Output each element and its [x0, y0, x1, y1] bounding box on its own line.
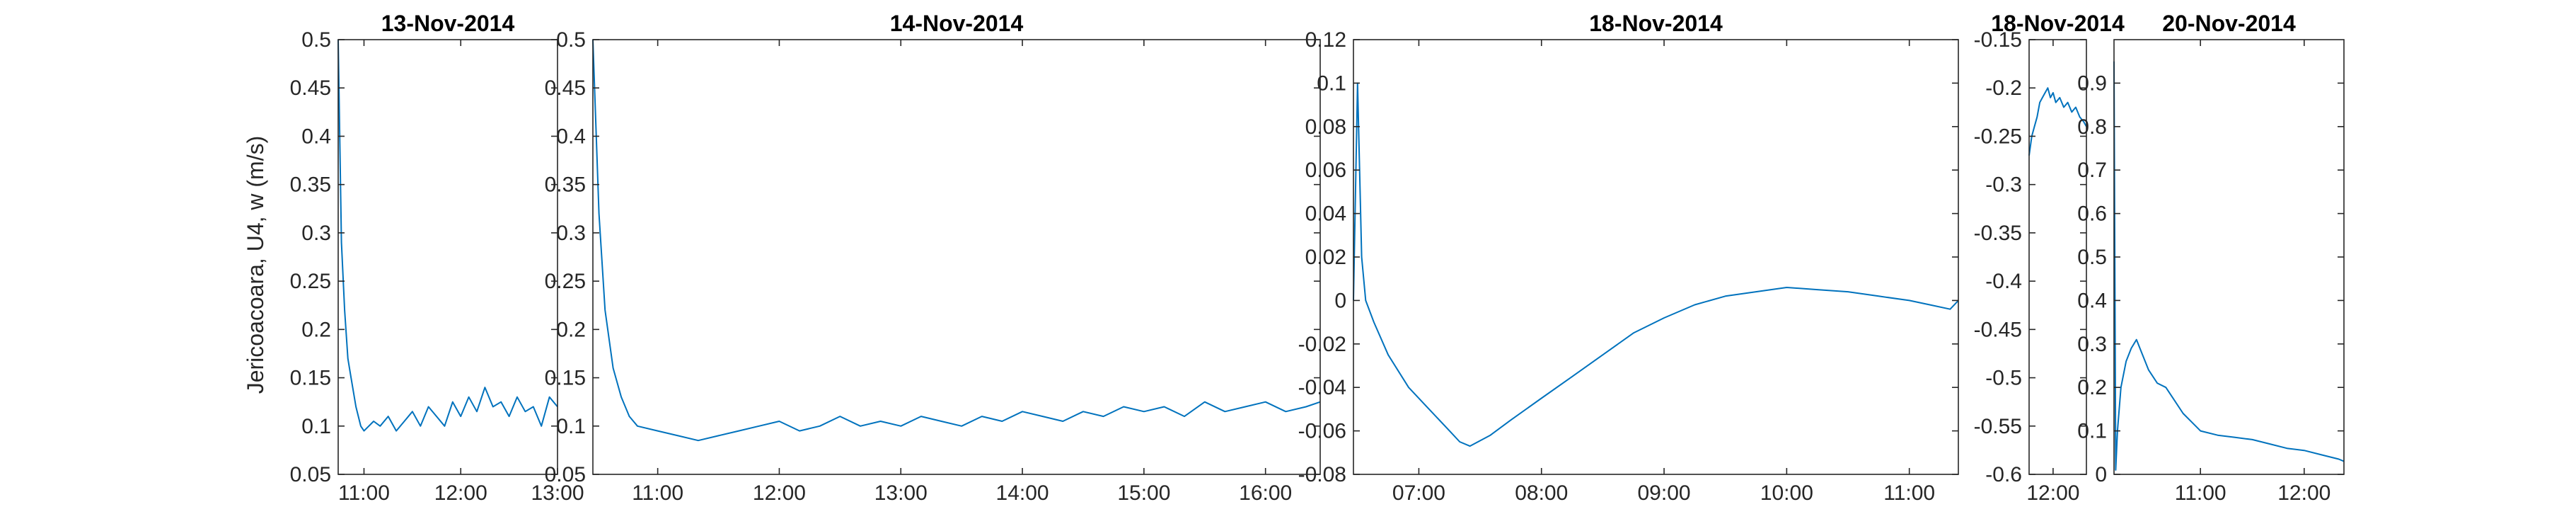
x-tick-label: 13:00: [874, 481, 928, 505]
series-line-1: [337, 39, 558, 432]
x-tick-label: 11:00: [632, 481, 683, 505]
y-tick-label: 0.5: [556, 28, 586, 52]
panel-title: 13-Nov-2014: [381, 11, 515, 36]
panel-title: 18-Nov-2014: [1589, 11, 1723, 36]
y-tick-label: 0.6: [2077, 202, 2107, 226]
x-tick-label: 10:00: [1760, 481, 1813, 505]
axes-frame: [1353, 39, 1959, 475]
y-tick-label: -0.35: [1974, 222, 2022, 245]
y-tick-label: -0.02: [1298, 333, 1346, 356]
y-tick-label: 0.1: [556, 415, 586, 438]
series-line-1: [592, 39, 1321, 442]
y-tick-label: 0.04: [1305, 202, 1346, 226]
panel-title: 18-Nov-2014: [1991, 11, 2125, 36]
y-tick-label: 0.4: [2077, 289, 2107, 312]
y-tick-label: 0.4: [301, 125, 331, 148]
y-tick-label: 0.3: [556, 222, 586, 245]
y-tick-label: 0.02: [1305, 246, 1346, 269]
y-tick-label: 0.05: [290, 463, 331, 486]
y-tick-label: 0.12: [1305, 28, 1346, 52]
y-tick-label: -0.2: [1985, 76, 2022, 100]
x-tick-label: 15:00: [1117, 481, 1170, 505]
y-tick-label: 0.45: [290, 76, 331, 100]
y-tick-label: -0.4: [1985, 270, 2022, 293]
y-tick-label: 0.3: [301, 222, 331, 245]
x-tick-label: 11:00: [1883, 481, 1935, 505]
x-tick-label: 12:00: [2026, 481, 2079, 505]
series-line-1: [2113, 61, 2345, 471]
y-tick-label: 0.9: [2077, 72, 2107, 95]
x-tick-label: 16:00: [1239, 481, 1292, 505]
y-tick-label: 0.3: [2077, 333, 2107, 356]
axes-frame: [2113, 39, 2345, 475]
x-tick-label: 13:00: [531, 481, 584, 505]
y-tick-label: 0.15: [290, 367, 331, 390]
y-axis-label: Jericoacoara, U4, w (m/s): [243, 136, 268, 394]
y-tick-label: -0.5: [1985, 367, 2022, 390]
x-tick-label: 12:00: [434, 481, 487, 505]
x-tick-label: 14:00: [996, 481, 1049, 505]
panel-4: -0.6 -0.55 -0.5 -0.45 -0.4 -0.35 -0.3 -0.25 -0.2…: [1974, 11, 2125, 505]
panel-title: 14-Nov-2014: [890, 11, 1024, 36]
y-tick-label: -0.55: [1974, 415, 2022, 438]
y-tick-label: 0.45: [545, 76, 586, 100]
y-tick-label: 0.2: [556, 318, 586, 341]
axes-frame: [592, 39, 1321, 475]
y-tick-label: -0.45: [1974, 318, 2022, 341]
y-tick-label: 0: [1334, 289, 1346, 312]
x-tick-label: 12:00: [2277, 481, 2330, 505]
y-tick-label: 0.15: [545, 367, 586, 390]
y-tick-label: 0.08: [1305, 115, 1346, 139]
y-tick-label: 0.06: [1305, 159, 1346, 182]
x-tick-label: 08:00: [1515, 481, 1568, 505]
series-line-1: [1353, 82, 1959, 447]
y-tick-label: 0.5: [301, 28, 331, 52]
y-tick-label: -0.25: [1974, 125, 2022, 148]
y-tick-label: 0.1: [2077, 420, 2107, 443]
y-tick-label: -0.04: [1298, 376, 1346, 399]
y-tick-label: 0.5: [2077, 246, 2107, 269]
series-line-1: [2028, 87, 2087, 156]
x-tick-label: 09:00: [1638, 481, 1691, 505]
panel-2: 0.05 0.1 0.15 0.2 0.25 0.3 0.35 0.4 0.45 0.5 11:00…: [545, 11, 1321, 505]
y-tick-label: 0.2: [2077, 376, 2107, 399]
panel-3: -0.08 -0.06 -0.04 -0.02 0 0.02 0.04 0.06 0.08 0.1…: [1298, 11, 1959, 505]
panel-1: 0.05 0.1 0.15 0.2 0.25 0.3 0.35 0.4 0.45 0.5 11:00…: [290, 11, 584, 505]
y-tick-label: 0.1: [301, 415, 331, 438]
x-tick-label: 11:00: [2175, 481, 2226, 505]
y-tick-label: 0.25: [290, 270, 331, 293]
x-tick-label: 11:00: [338, 481, 390, 505]
y-tick-label: 0.2: [301, 318, 331, 341]
y-tick-label: 0.35: [545, 173, 586, 197]
x-tick-label: 12:00: [753, 481, 806, 505]
y-tick-label: 0.8: [2077, 115, 2107, 139]
y-tick-label: -0.15: [1974, 28, 2022, 52]
axes-frame: [2028, 39, 2087, 475]
y-tick-label: -0.08: [1298, 463, 1346, 486]
y-tick-label: 0: [2095, 463, 2107, 486]
axes-frame: [337, 39, 558, 475]
y-tick-label: 0.1: [1317, 72, 1346, 95]
y-tick-label: 0.35: [290, 173, 331, 197]
panel-title: 20-Nov-2014: [2162, 11, 2296, 36]
y-tick-label: 0.7: [2077, 159, 2107, 182]
panel-5: 0 0.1 0.2 0.3 0.4 0.5 0.6 0.7 0.8 0.9 11:00 12:00 20…: [2077, 11, 2345, 505]
y-tick-label: 0.05: [545, 463, 586, 486]
y-tick-label: -0.3: [1985, 173, 2022, 197]
y-tick-label: -0.6: [1985, 463, 2022, 486]
y-tick-label: 0.25: [545, 270, 586, 293]
y-tick-label: -0.06: [1298, 420, 1346, 443]
y-tick-label: 0.4: [556, 125, 586, 148]
x-tick-label: 07:00: [1392, 481, 1445, 505]
